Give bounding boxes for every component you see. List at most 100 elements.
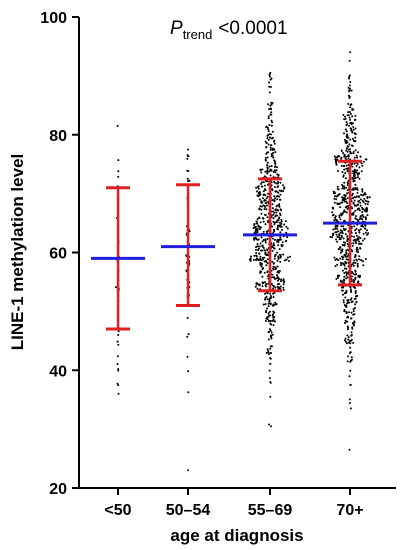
data-point [347, 328, 349, 331]
data-point [273, 276, 276, 279]
data-point [276, 274, 278, 276]
data-point [286, 227, 289, 230]
data-point [266, 298, 269, 301]
data-point [360, 193, 362, 196]
data-point [274, 278, 276, 280]
data-point [353, 169, 356, 172]
data-point [342, 174, 345, 177]
data-point [361, 211, 364, 213]
data-point [348, 448, 351, 451]
data-point [362, 201, 365, 204]
data-point [350, 129, 353, 132]
data-point [336, 263, 339, 266]
data-point [269, 303, 272, 306]
data-point [352, 310, 355, 313]
data-point [269, 314, 272, 317]
data-point [276, 259, 279, 262]
data-point [348, 111, 351, 113]
data-point [352, 202, 355, 205]
data-point [338, 234, 341, 237]
data-point [346, 147, 348, 150]
data-point [276, 275, 279, 278]
data-point [264, 140, 267, 143]
data-point [267, 134, 269, 137]
data-point [255, 246, 257, 249]
data-point [116, 124, 119, 127]
data-point [256, 218, 259, 220]
data-point [340, 164, 343, 167]
data-point [267, 103, 270, 106]
y-tick-label: 100 [40, 10, 67, 27]
data-point [364, 231, 367, 234]
data-point [345, 311, 348, 314]
data-point [346, 197, 349, 200]
data-point [344, 337, 347, 340]
data-point [264, 241, 267, 244]
data-point [273, 315, 276, 318]
data-point [345, 271, 348, 274]
data-point [267, 253, 269, 256]
data-point [262, 239, 265, 241]
data-point [276, 226, 279, 229]
data-point [344, 322, 346, 324]
data-point [334, 224, 337, 227]
data-point [345, 267, 348, 270]
data-point [270, 86, 272, 88]
data-point [344, 262, 347, 265]
data-point [347, 114, 350, 117]
data-point [334, 160, 337, 163]
data-point [349, 407, 352, 410]
data-point [270, 137, 273, 140]
data-point [267, 143, 270, 146]
data-point [361, 164, 364, 167]
data-point [276, 204, 279, 207]
data-point [187, 469, 190, 472]
data-point [347, 145, 350, 148]
data-point [264, 158, 267, 161]
data-point [261, 285, 264, 288]
data-point [277, 240, 280, 243]
p-letter: P [170, 18, 183, 39]
data-point [350, 297, 353, 300]
summary-bars-layer [91, 159, 377, 331]
data-point [271, 152, 274, 155]
data-point [352, 128, 355, 131]
data-point [340, 156, 343, 159]
data-point [273, 140, 275, 143]
data-point [347, 169, 350, 172]
data-point [269, 329, 272, 332]
data-point [352, 261, 355, 264]
data-point [264, 239, 267, 242]
data-point [352, 281, 355, 284]
data-point [256, 227, 259, 230]
data-point [344, 255, 347, 258]
data-point [352, 242, 355, 245]
data-point [258, 198, 261, 201]
y-tick-label: 80 [49, 128, 67, 145]
data-point [344, 233, 347, 236]
data-point [269, 292, 272, 295]
data-point [279, 285, 282, 288]
svg-text:Ptrend<0.0001: Ptrend <0.0001 [170, 18, 288, 42]
data-point [354, 118, 357, 121]
data-point [347, 299, 350, 301]
data-point [269, 148, 272, 151]
data-point [361, 224, 364, 227]
data-point [266, 183, 269, 186]
data-point [186, 157, 189, 160]
data-point [266, 348, 269, 351]
data-point [117, 334, 120, 336]
data-point [274, 190, 277, 193]
data-point [347, 102, 350, 105]
data-point [343, 244, 346, 247]
data-point [280, 278, 282, 281]
data-point [275, 303, 278, 306]
data-point [342, 227, 345, 230]
data-point [347, 111, 350, 114]
data-point [266, 195, 269, 198]
data-point [248, 258, 251, 261]
data-point [260, 182, 262, 185]
data-point [266, 318, 269, 321]
data-point [267, 349, 270, 352]
data-point [353, 171, 356, 173]
